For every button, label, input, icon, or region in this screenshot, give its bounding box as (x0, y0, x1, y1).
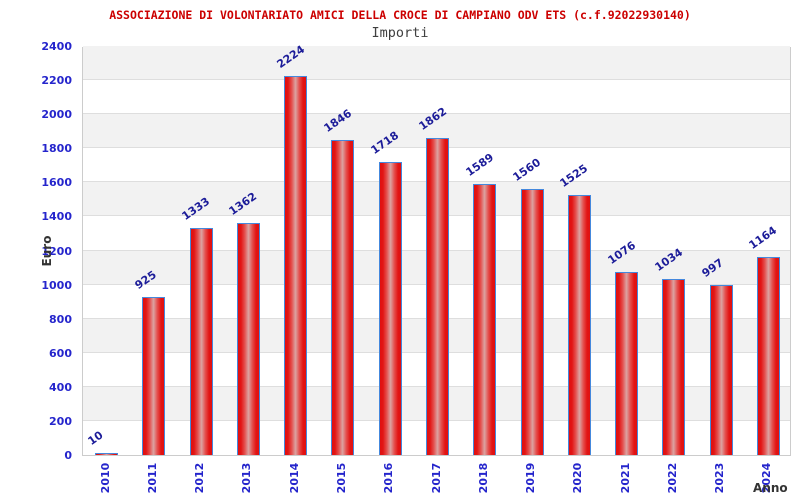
y-tick-label: 2400 (41, 40, 72, 53)
value-label-2018: 1589 (463, 151, 496, 180)
x-axis-title: Anno (753, 481, 788, 495)
x-tick-label-2017: 2017 (429, 462, 443, 494)
bar-2019 (520, 189, 544, 455)
y-tick-label: 2200 (41, 74, 72, 88)
bar-2020 (567, 195, 591, 455)
bar-2017 (426, 137, 449, 455)
y-tick-label: 600 (49, 346, 72, 360)
bar-2013 (236, 222, 260, 455)
x-tick-label-2020: 2020 (571, 462, 585, 494)
bar-2010 (95, 453, 119, 455)
x-tick-label-2016: 2016 (382, 462, 396, 494)
y-tick-label: 1400 (41, 210, 72, 224)
x-tick-label-2021: 2021 (618, 462, 632, 494)
bar-2015 (331, 140, 355, 455)
chart-title: ASSOCIAZIONE DI VOLONTARIATO AMICI DELLA… (109, 8, 691, 22)
bar-2022 (662, 278, 686, 455)
bar-2023 (709, 285, 733, 455)
bar-2011 (142, 297, 166, 455)
y-tick-label: 400 (49, 380, 72, 394)
background-band (83, 46, 790, 81)
gridline (83, 113, 790, 115)
bar-2014 (284, 76, 308, 455)
bar-2021 (615, 271, 639, 455)
y-tick-label: 1800 (41, 142, 72, 156)
x-tick-label-2015: 2015 (334, 462, 348, 494)
x-tick-label-2012: 2012 (193, 462, 207, 494)
x-tick-label-2014: 2014 (287, 462, 301, 494)
x-tick-label-2019: 2019 (524, 462, 538, 494)
value-label-2019: 1560 (510, 155, 544, 185)
x-tick-label-2022: 2022 (665, 462, 679, 494)
bar-2016 (378, 162, 402, 455)
bar-2012 (189, 227, 213, 455)
y-tick-label: 800 (49, 312, 72, 326)
gridline (83, 79, 790, 81)
chart-subtitle: Importi (371, 25, 429, 41)
y-tick-label: 1200 (41, 244, 72, 258)
y-tick-label: 1000 (41, 278, 72, 292)
x-tick-label-2018: 2018 (476, 462, 490, 494)
plot-area: 10 925 1333 1362 2224 1846 1718 1862 1589 1560 152… (82, 43, 791, 456)
value-label-2010: 10 (85, 428, 106, 448)
x-tick-label-2010: 2010 (98, 462, 112, 494)
y-tick-label: 2000 (41, 108, 72, 122)
x-tick-label-2013: 2013 (240, 462, 254, 494)
y-axis-title: Euro (40, 235, 54, 267)
x-tick-label-2011: 2011 (145, 462, 159, 494)
y-tick-label: 1600 (41, 176, 72, 190)
y-tick-label: 200 (49, 414, 72, 428)
bar-2018 (473, 184, 497, 455)
y-tick-label: 0 (64, 449, 72, 462)
bar-2024 (756, 256, 780, 455)
value-label-2024: 1164 (746, 223, 780, 252)
x-tick-label-2023: 2023 (713, 462, 727, 494)
